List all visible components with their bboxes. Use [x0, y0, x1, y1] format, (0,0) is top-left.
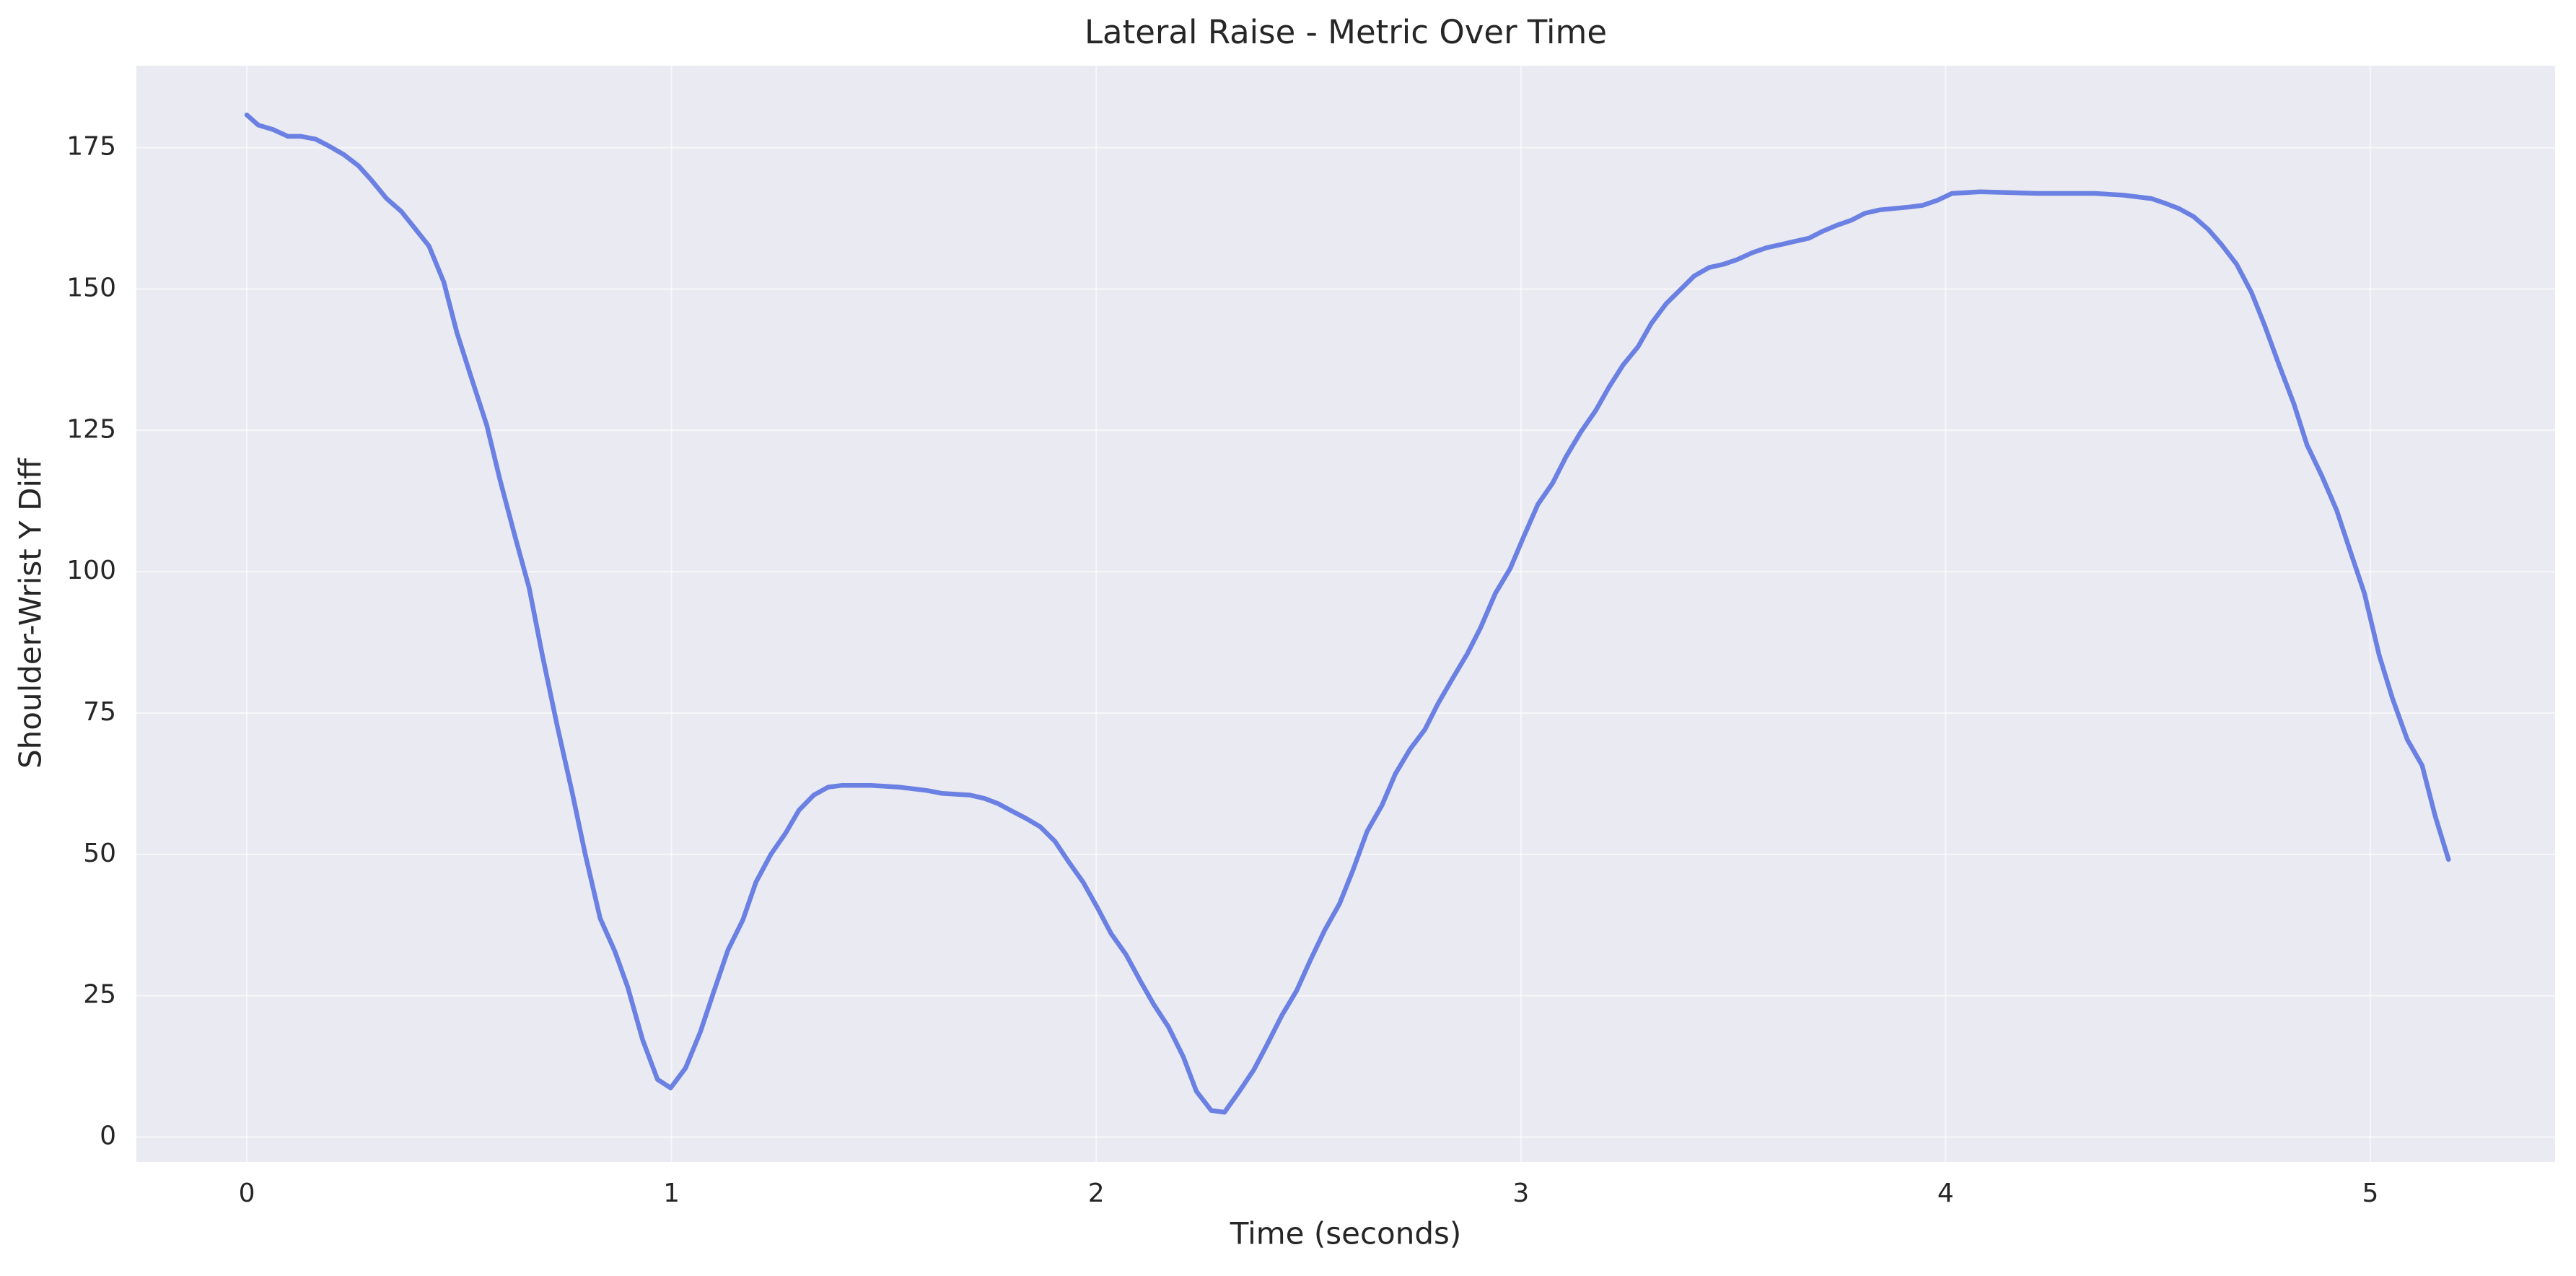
x-tick-label: 0 [239, 1179, 255, 1208]
x-axis-label: Time (seconds) [1230, 1216, 1462, 1251]
chart-title: Lateral Raise - Metric Over Time [1085, 13, 1607, 51]
x-tick-label: 2 [1088, 1179, 1105, 1208]
y-tick-label: 150 [66, 273, 116, 302]
y-tick-label: 75 [83, 697, 116, 727]
y-tick-label: 100 [66, 556, 116, 585]
y-tick-label: 50 [83, 839, 116, 868]
x-tick-label: 3 [1512, 1179, 1529, 1208]
data-line [244, 112, 2451, 1115]
x-tick-label: 4 [1937, 1179, 1954, 1208]
plot-area [136, 66, 2555, 1162]
y-tick-label: 25 [83, 980, 116, 1010]
y-tick-label: 125 [66, 414, 116, 444]
x-tick-label: 1 [663, 1179, 680, 1208]
y-tick-label: 175 [66, 132, 116, 162]
y-tick-label: 0 [100, 1122, 116, 1151]
y-axis-label: Shoulder-Wrist Y Diff [13, 458, 48, 769]
x-tick-label: 5 [2362, 1179, 2379, 1208]
